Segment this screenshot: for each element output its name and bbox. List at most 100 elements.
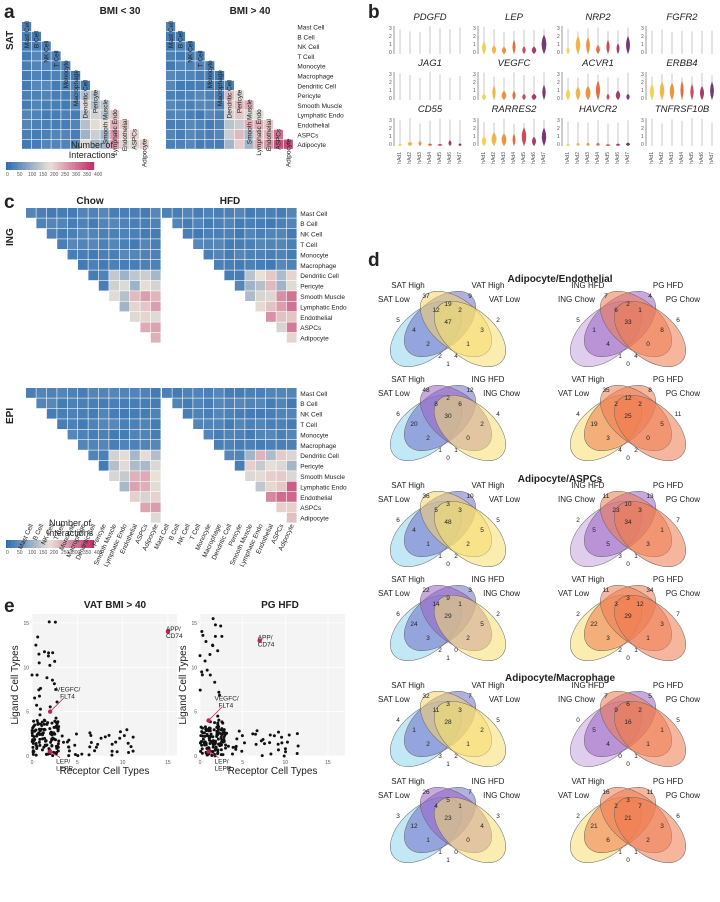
scatter-point xyxy=(52,725,56,729)
annotation-vegfc: VEGFC/ xyxy=(215,696,239,703)
venn-set-label: SAT Low xyxy=(378,295,410,304)
scatter-point xyxy=(213,680,217,684)
venn-set-label: ING Chow xyxy=(483,389,520,398)
heatmap-cell xyxy=(286,218,297,229)
legend-swatch xyxy=(85,540,88,548)
venn-count: 11 xyxy=(603,493,610,500)
scatter-point xyxy=(31,752,35,756)
venn-count: 2 xyxy=(638,401,642,408)
heatmap-cell xyxy=(234,408,245,419)
heatmap-cell xyxy=(51,51,61,61)
venn-count: 21 xyxy=(624,815,632,822)
venn-set-label: PG Chow xyxy=(666,791,700,800)
heatmap-cell xyxy=(286,228,297,239)
venn-count: 2 xyxy=(480,421,484,428)
heatmap-cell xyxy=(166,110,176,120)
heatmap-cell xyxy=(22,100,32,110)
heatmap-row-label: Monocyte xyxy=(300,252,329,259)
scatter-point xyxy=(43,728,47,732)
violin-tick-label: 2 xyxy=(389,34,392,40)
heatmap-cell xyxy=(67,249,78,260)
scatter-point xyxy=(94,745,98,749)
gene-title: TNFRSF10B xyxy=(655,104,710,115)
venn-count: 48 xyxy=(444,519,452,526)
panel-letter-c: c xyxy=(4,192,15,213)
highlight-point xyxy=(257,638,262,643)
venn-count: 5 xyxy=(606,541,610,548)
heatmap-cell xyxy=(98,218,109,229)
heatmap-cell xyxy=(266,460,276,471)
venn-count: 4 xyxy=(618,447,622,454)
heatmap-cell xyxy=(203,208,214,218)
scatter-point xyxy=(214,746,218,750)
venn-ellipse xyxy=(614,595,686,661)
heatmap-row-label: NK Cell xyxy=(300,232,323,239)
heatmap-cell xyxy=(276,440,287,450)
scatter-point xyxy=(47,651,51,655)
heatmap-cell xyxy=(119,408,130,419)
scatter-point xyxy=(54,716,58,720)
heatmap-cell xyxy=(264,129,274,139)
scatter-point xyxy=(230,752,234,756)
scatter-point xyxy=(282,754,286,758)
heatmap-row-label: ASPCs xyxy=(300,505,322,512)
venn-count: 5 xyxy=(434,507,438,514)
heatmap-cell xyxy=(166,71,176,81)
venn-count: 24 xyxy=(410,621,418,628)
heatmap-col-label: NK Cell xyxy=(43,40,50,63)
heatmap-cell xyxy=(130,429,140,440)
heatmap-cell xyxy=(119,481,130,492)
heatmap-cell xyxy=(175,139,185,149)
violin-tick-label: 3 xyxy=(389,26,392,32)
venn-count: 1 xyxy=(634,849,638,856)
x-axis-title: Receptor Cell Types xyxy=(60,766,150,777)
venn-count: 4 xyxy=(606,341,610,348)
scatter-point xyxy=(211,745,215,749)
scatter-point xyxy=(115,750,119,754)
violin-tick-label: 2 xyxy=(473,80,476,86)
heatmap-cell xyxy=(26,208,36,218)
heatmap-cell xyxy=(109,239,119,249)
heatmap-cell xyxy=(276,218,287,229)
heatmap-cell xyxy=(286,291,297,301)
legend-swatch xyxy=(32,540,35,548)
heatmap-cell xyxy=(224,429,235,440)
x-tick-label: 5 xyxy=(241,760,244,766)
heatmap-cell xyxy=(71,90,81,100)
heatmap-cell xyxy=(224,260,235,270)
venn-count: 6 xyxy=(676,317,680,324)
venn-set-label: SAT High xyxy=(391,681,425,690)
violin-sample-label: hAd4 xyxy=(595,152,601,164)
heatmap-col-label: Mast Cell xyxy=(168,20,175,48)
scatter-point xyxy=(287,733,291,737)
violin-shape xyxy=(398,143,402,146)
heatmap-row-label: Lymphatic Endo xyxy=(300,484,347,491)
venn-count: 4 xyxy=(496,411,500,418)
violin-shape xyxy=(575,86,581,100)
heatmap-cell xyxy=(41,129,51,139)
violin-sample-label: hAd7 xyxy=(625,152,631,164)
heatmap-cell xyxy=(203,429,214,440)
violin-shape xyxy=(531,93,537,100)
heatmap-cell xyxy=(90,120,100,130)
scatter-point xyxy=(46,654,50,658)
heatmap-cell xyxy=(109,249,119,260)
scatter-point xyxy=(126,741,130,745)
venn-set-label: PG Chow xyxy=(666,389,700,398)
venn-count: 6 xyxy=(614,307,618,314)
venn-count: 3 xyxy=(426,635,430,642)
venn-count: 5 xyxy=(648,693,652,700)
legend-swatch xyxy=(63,162,66,170)
legend-a-bar: 0 50 100 150 200 250 300 350 400 xyxy=(6,162,103,178)
heatmap-cell xyxy=(51,71,61,81)
heatmap-col-label: Smooth Muscle xyxy=(246,99,253,144)
heatmap-cell xyxy=(266,301,276,312)
heatmap-cell xyxy=(150,301,161,312)
heatmap-col-label: Mast Cell xyxy=(24,20,31,48)
heatmap-cell xyxy=(71,100,81,110)
heatmap-cell xyxy=(150,512,161,523)
scatter-point xyxy=(48,705,52,709)
scatter-point xyxy=(284,750,288,754)
heatmap-cell xyxy=(266,218,276,229)
